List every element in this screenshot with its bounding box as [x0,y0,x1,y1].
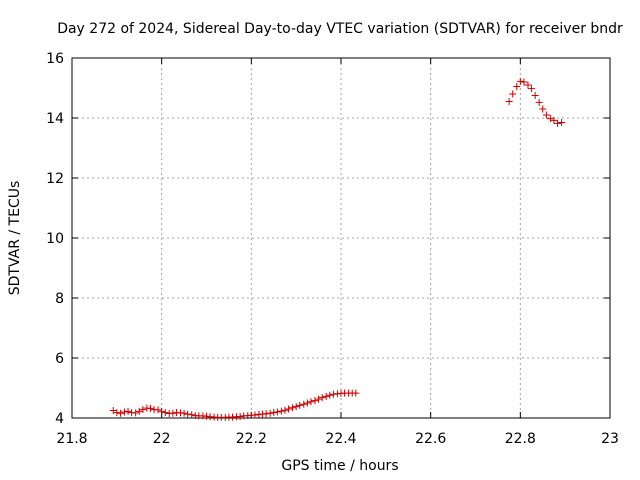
y-tick-label: 16 [46,51,64,67]
data-point [329,390,337,398]
data-point [289,404,297,412]
data-point [292,403,300,411]
data-point [124,407,132,415]
data-point [277,407,285,415]
data-point [303,399,311,407]
data-point [513,83,521,90]
data-point [542,111,550,119]
x-tick-label: 21.8 [56,431,87,447]
data-point [539,105,547,113]
y-tick-label: 8 [55,291,64,307]
y-axis-label: SDTVAR / TECUs [7,181,23,296]
data-point [285,405,293,413]
data-point [120,408,128,416]
data-point [109,407,117,414]
data-point [139,406,147,414]
data-point [516,77,524,85]
data-point [505,98,513,105]
data-point [352,389,360,397]
chart-title: Day 272 of 2024, Sidereal Day-to-day VTE… [57,21,623,37]
data-point [135,407,143,415]
data-point [307,398,315,406]
x-tick-label: 22.8 [505,431,536,447]
data-point [169,409,177,417]
data-point [550,116,558,124]
y-tick-label: 10 [46,231,64,247]
data-point [180,409,188,417]
data-point [146,404,154,412]
x-tick-label: 23 [601,431,619,447]
y-tick-label: 12 [46,171,64,187]
x-tick-label: 22.4 [325,431,356,447]
data-point [509,90,517,98]
data-point [236,413,244,420]
x-tick-label: 22.6 [415,431,446,447]
y-tick-label: 14 [46,111,64,127]
data-point [318,394,326,402]
x-tick-label: 22 [153,431,171,447]
data-point [528,85,536,93]
data-point [161,409,169,417]
y-tick-labels: 4 6 8 10 12 14 16 [46,51,64,427]
data-point [116,409,124,417]
data-point [158,407,166,415]
data-point [315,395,323,403]
data-point [132,409,140,417]
data-point [535,98,543,106]
data-point [113,409,121,417]
data-point [273,408,281,416]
y-tick-label: 4 [55,411,64,427]
data-point [531,92,539,99]
y-tick-label: 6 [55,351,64,367]
data-point [558,119,566,126]
x-axis-label: GPS time / hours [281,458,398,474]
data-point [524,81,532,89]
data-points [109,77,566,421]
x-tick-label: 22.2 [236,431,267,447]
data-point [554,119,562,127]
data-point [546,115,554,123]
data-point [188,411,196,419]
data-point [520,78,528,86]
data-point [296,401,304,409]
grid-lines [72,58,610,418]
data-point [300,400,308,408]
data-point [322,392,330,400]
data-point [154,406,162,414]
data-point [311,397,319,405]
data-point [281,406,289,414]
data-point [326,391,334,399]
data-point [266,409,274,417]
data-point [270,409,278,417]
data-point [262,410,270,418]
data-point [203,412,210,420]
data-point [184,410,192,418]
data-point [251,411,259,419]
x-tick-labels: 21.8 22 22.2 22.4 22.6 22.8 23 [56,431,619,447]
